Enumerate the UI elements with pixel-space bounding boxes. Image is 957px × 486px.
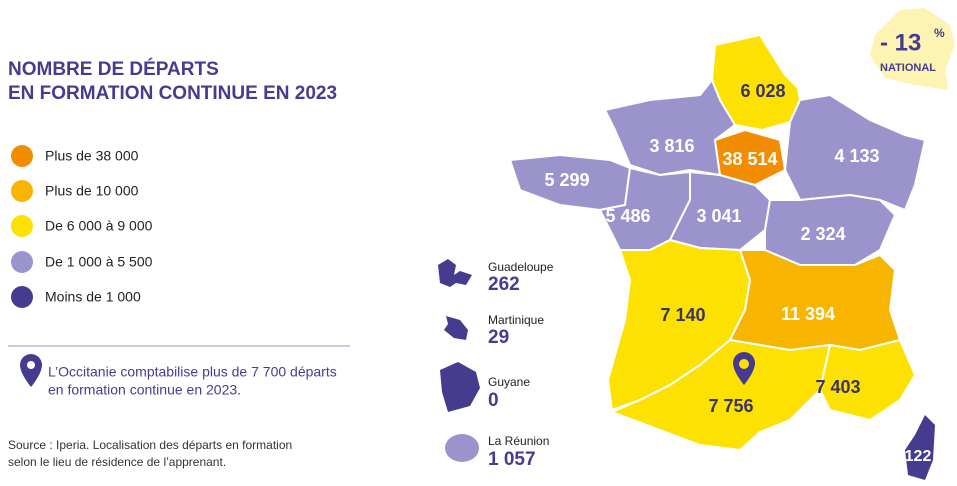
region-value: 4 133 bbox=[834, 146, 879, 166]
region-corse bbox=[905, 415, 935, 480]
pin-icon bbox=[20, 354, 42, 387]
region-value: 3 041 bbox=[696, 206, 741, 226]
legend-label: Plus de 10 000 bbox=[45, 183, 139, 199]
overseas-name: La Réunion bbox=[488, 434, 549, 448]
overseas-shape bbox=[438, 259, 472, 287]
region-value: 7 403 bbox=[815, 377, 860, 397]
callout-line: en formation continue en 2023. bbox=[48, 382, 241, 398]
legend-label: Moins de 1 000 bbox=[45, 289, 141, 305]
overseas-name: Guadeloupe bbox=[488, 260, 554, 274]
overseas-shape bbox=[444, 316, 468, 340]
region bbox=[764, 193, 897, 266]
region bbox=[603, 78, 737, 177]
callout-line: L’Occitanie comptabilise plus de 7 700 d… bbox=[48, 364, 337, 380]
overseas-shape bbox=[440, 362, 480, 412]
region-value: 7 756 bbox=[708, 396, 753, 416]
region-value: 5 486 bbox=[605, 206, 650, 226]
legend-label: Plus de 38 000 bbox=[45, 148, 139, 164]
overseas-value: 1 057 bbox=[488, 449, 536, 470]
region-value: 11 394 bbox=[781, 304, 835, 324]
legend-swatch bbox=[11, 180, 33, 202]
national-label: NATIONAL bbox=[880, 62, 936, 74]
region-value: 2 324 bbox=[800, 224, 845, 244]
legend-swatch bbox=[11, 145, 33, 167]
pin-dot bbox=[27, 361, 35, 369]
legend-swatch bbox=[11, 215, 33, 237]
legend-label: De 1 000 à 5 500 bbox=[45, 254, 153, 270]
national-value: - 13 bbox=[880, 29, 921, 56]
overseas-value: 262 bbox=[488, 274, 520, 295]
region bbox=[713, 128, 787, 187]
overseas-shape bbox=[445, 434, 479, 462]
region-value: 7 140 bbox=[660, 305, 705, 325]
overseas: Guadeloupe 262 Martinique 29 Guyane 0 La… bbox=[438, 259, 554, 470]
national-inset: - 13 % NATIONAL bbox=[870, 8, 955, 90]
overseas-name: Guyane bbox=[488, 375, 530, 389]
region-value: 6 028 bbox=[740, 81, 785, 101]
legend: Plus de 38 000 Plus de 10 000 De 6 000 à… bbox=[11, 145, 153, 308]
title-line: EN FORMATION CONTINUE EN 2023 bbox=[8, 83, 337, 104]
national-unit: % bbox=[934, 26, 945, 40]
pin-dot bbox=[739, 359, 749, 369]
source-line: Source : Iperia. Localisation des départ… bbox=[8, 438, 292, 452]
inset-map bbox=[870, 8, 955, 90]
legend-label: De 6 000 à 9 000 bbox=[45, 218, 153, 234]
overseas-name: Martinique bbox=[488, 313, 544, 327]
region-value: 5 299 bbox=[544, 170, 589, 190]
france-map: 6 028 38 514 4 133 3 816 5 299 5 486 3 0… bbox=[508, 33, 935, 480]
region bbox=[728, 249, 902, 352]
region-value: 38 514 bbox=[722, 149, 777, 169]
region-value: 122 bbox=[905, 448, 932, 465]
overseas-value: 0 bbox=[488, 390, 499, 411]
source-line: selon le lieu de résidence de l’apprenan… bbox=[8, 455, 226, 469]
legend-swatch bbox=[11, 251, 33, 273]
overseas-value: 29 bbox=[488, 327, 509, 348]
region-value: 3 816 bbox=[649, 136, 694, 156]
title-line: NOMBRE DE DÉPARTS bbox=[8, 58, 219, 80]
legend-swatch bbox=[11, 286, 33, 308]
region bbox=[818, 338, 917, 422]
